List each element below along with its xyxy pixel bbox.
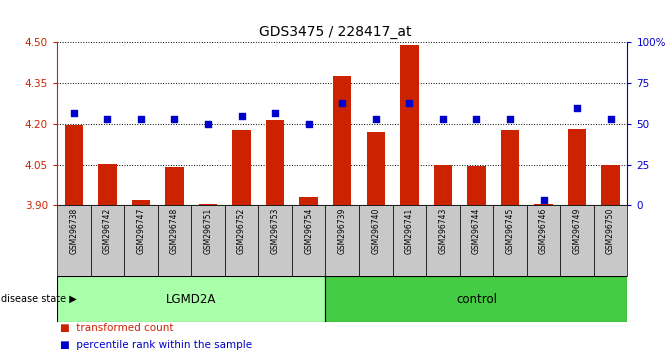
Text: GSM296743: GSM296743 <box>438 207 448 254</box>
Point <box>169 116 180 122</box>
Bar <box>534 204 553 205</box>
Bar <box>467 166 486 205</box>
Bar <box>57 276 325 322</box>
Bar <box>426 205 460 276</box>
Text: GSM296750: GSM296750 <box>606 207 615 254</box>
Text: GSM296739: GSM296739 <box>338 207 347 254</box>
Text: GDS3475 / 228417_at: GDS3475 / 228417_at <box>259 25 412 39</box>
Bar <box>57 205 91 276</box>
Bar <box>393 205 426 276</box>
Bar <box>359 205 393 276</box>
Text: GSM296748: GSM296748 <box>170 207 179 254</box>
Bar <box>325 276 627 322</box>
Point <box>538 198 549 203</box>
Point <box>505 116 515 122</box>
Bar <box>191 205 225 276</box>
Bar <box>601 165 620 205</box>
Point <box>337 100 348 105</box>
Bar <box>64 125 83 205</box>
Bar <box>232 130 251 205</box>
Bar <box>299 196 318 205</box>
Point <box>572 105 582 110</box>
Point <box>370 116 381 122</box>
Bar <box>124 205 158 276</box>
Bar <box>325 205 359 276</box>
Point <box>471 116 482 122</box>
Bar <box>400 45 419 205</box>
Text: GSM296749: GSM296749 <box>572 207 582 254</box>
Text: GSM296745: GSM296745 <box>505 207 515 254</box>
Point <box>236 113 247 119</box>
Point <box>203 121 213 127</box>
Text: GSM296741: GSM296741 <box>405 207 414 254</box>
Text: GSM296752: GSM296752 <box>237 207 246 254</box>
Point <box>270 110 280 115</box>
Text: ■  percentile rank within the sample: ■ percentile rank within the sample <box>60 341 252 350</box>
Bar <box>594 205 627 276</box>
Point <box>102 116 113 122</box>
Text: GSM296754: GSM296754 <box>304 207 313 254</box>
Text: ■  transformed count: ■ transformed count <box>60 323 174 333</box>
Bar <box>333 76 352 205</box>
Point <box>68 110 79 115</box>
Point <box>605 116 616 122</box>
Text: disease state ▶: disease state ▶ <box>1 294 76 304</box>
Bar <box>527 205 560 276</box>
Bar <box>366 132 385 205</box>
Bar <box>292 205 325 276</box>
Bar <box>98 164 117 205</box>
Bar <box>460 205 493 276</box>
Bar <box>501 130 519 205</box>
Text: GSM296747: GSM296747 <box>136 207 146 254</box>
Point <box>404 100 415 105</box>
Text: GSM296753: GSM296753 <box>270 207 280 254</box>
Text: GSM296751: GSM296751 <box>203 207 213 254</box>
Text: GSM296742: GSM296742 <box>103 207 112 254</box>
Bar <box>258 205 292 276</box>
Text: LGMD2A: LGMD2A <box>166 293 217 306</box>
Bar <box>266 120 285 205</box>
Point <box>437 116 448 122</box>
Bar <box>560 205 594 276</box>
Bar <box>91 205 124 276</box>
Bar <box>165 167 184 205</box>
Text: control: control <box>456 293 497 306</box>
Point <box>136 116 146 122</box>
Text: GSM296738: GSM296738 <box>69 207 79 254</box>
Bar <box>132 200 150 205</box>
Bar <box>493 205 527 276</box>
Bar <box>225 205 258 276</box>
Text: GSM296746: GSM296746 <box>539 207 548 254</box>
Text: GSM296744: GSM296744 <box>472 207 481 254</box>
Bar <box>158 205 191 276</box>
Bar <box>199 204 217 205</box>
Bar <box>568 129 586 205</box>
Bar <box>433 165 452 205</box>
Text: GSM296740: GSM296740 <box>371 207 380 254</box>
Point <box>303 121 314 127</box>
